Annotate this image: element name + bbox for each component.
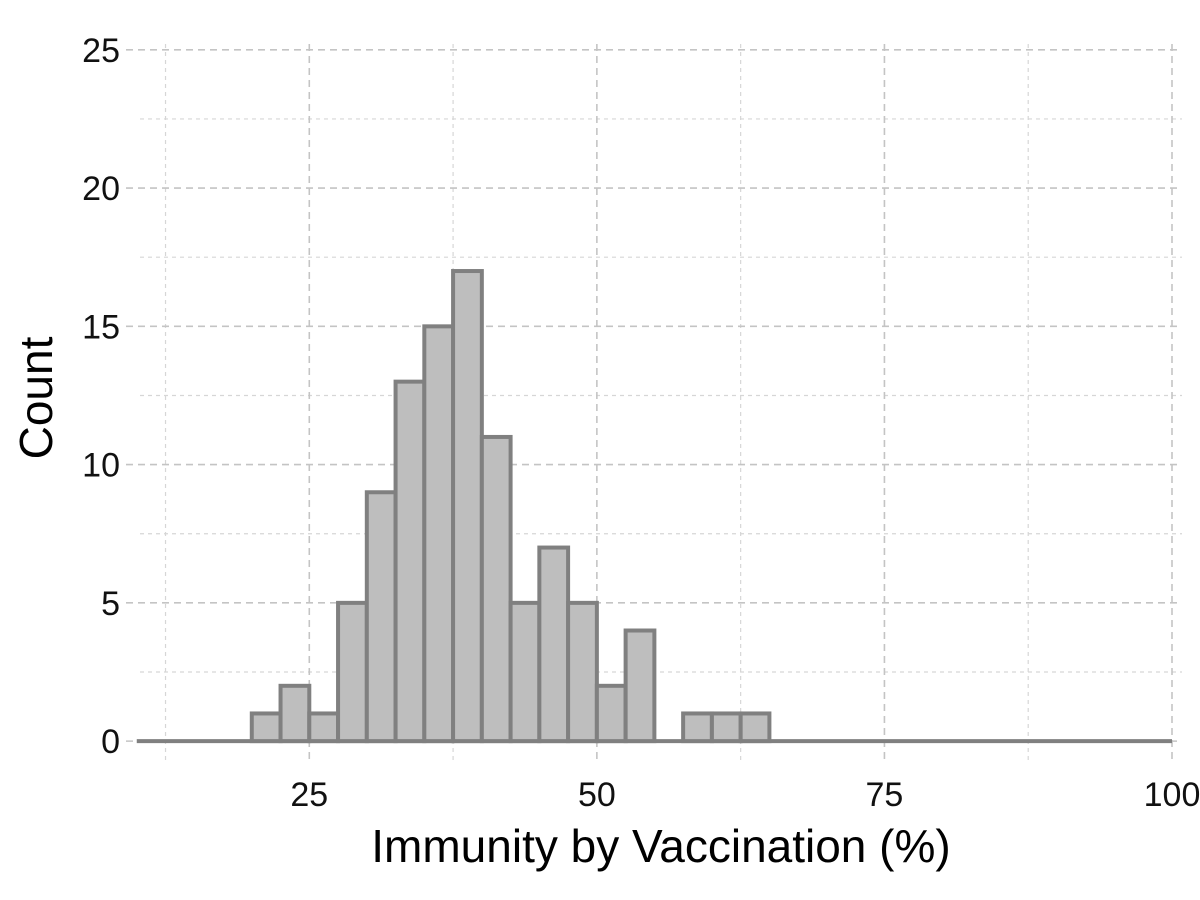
x-tick-label: 100 xyxy=(1144,776,1200,814)
y-tick-label: 10 xyxy=(82,447,120,485)
histogram-bar xyxy=(307,711,341,744)
y-tick-label: 20 xyxy=(82,170,120,208)
histogram-bar xyxy=(364,490,398,744)
histogram-bar xyxy=(393,379,427,744)
histogram-bar xyxy=(278,683,312,744)
histogram-bar xyxy=(422,324,456,744)
x-axis-title: Immunity by Vaccination (%) xyxy=(371,820,950,872)
x-tick-label: 75 xyxy=(866,776,904,814)
histogram-bar xyxy=(681,711,714,744)
y-tick-label: 0 xyxy=(101,723,120,761)
histogram-bar xyxy=(537,545,571,744)
histogram-bar xyxy=(738,711,772,744)
x-axis-ticks: 25 50 75 100 xyxy=(290,776,1200,814)
histogram-bar xyxy=(451,269,484,744)
y-axis-ticks: 0 5 10 15 20 25 xyxy=(82,32,120,761)
histogram-bar xyxy=(479,434,513,744)
y-tick-label: 15 xyxy=(82,308,120,346)
histogram-bar xyxy=(623,628,657,744)
y-tick-label: 25 xyxy=(82,32,120,70)
y-axis-title: Count xyxy=(10,336,62,459)
x-tick-label: 50 xyxy=(578,776,616,814)
histogram-bar xyxy=(709,711,743,744)
y-tick-label: 5 xyxy=(101,585,120,623)
histogram-bar xyxy=(508,600,542,744)
x-tick-label: 25 xyxy=(290,776,328,814)
histogram-bar xyxy=(249,711,283,744)
histogram-bar xyxy=(566,600,599,744)
histogram-bar xyxy=(594,683,628,744)
histogram-bars xyxy=(136,269,1172,744)
histogram-bar xyxy=(336,600,369,744)
